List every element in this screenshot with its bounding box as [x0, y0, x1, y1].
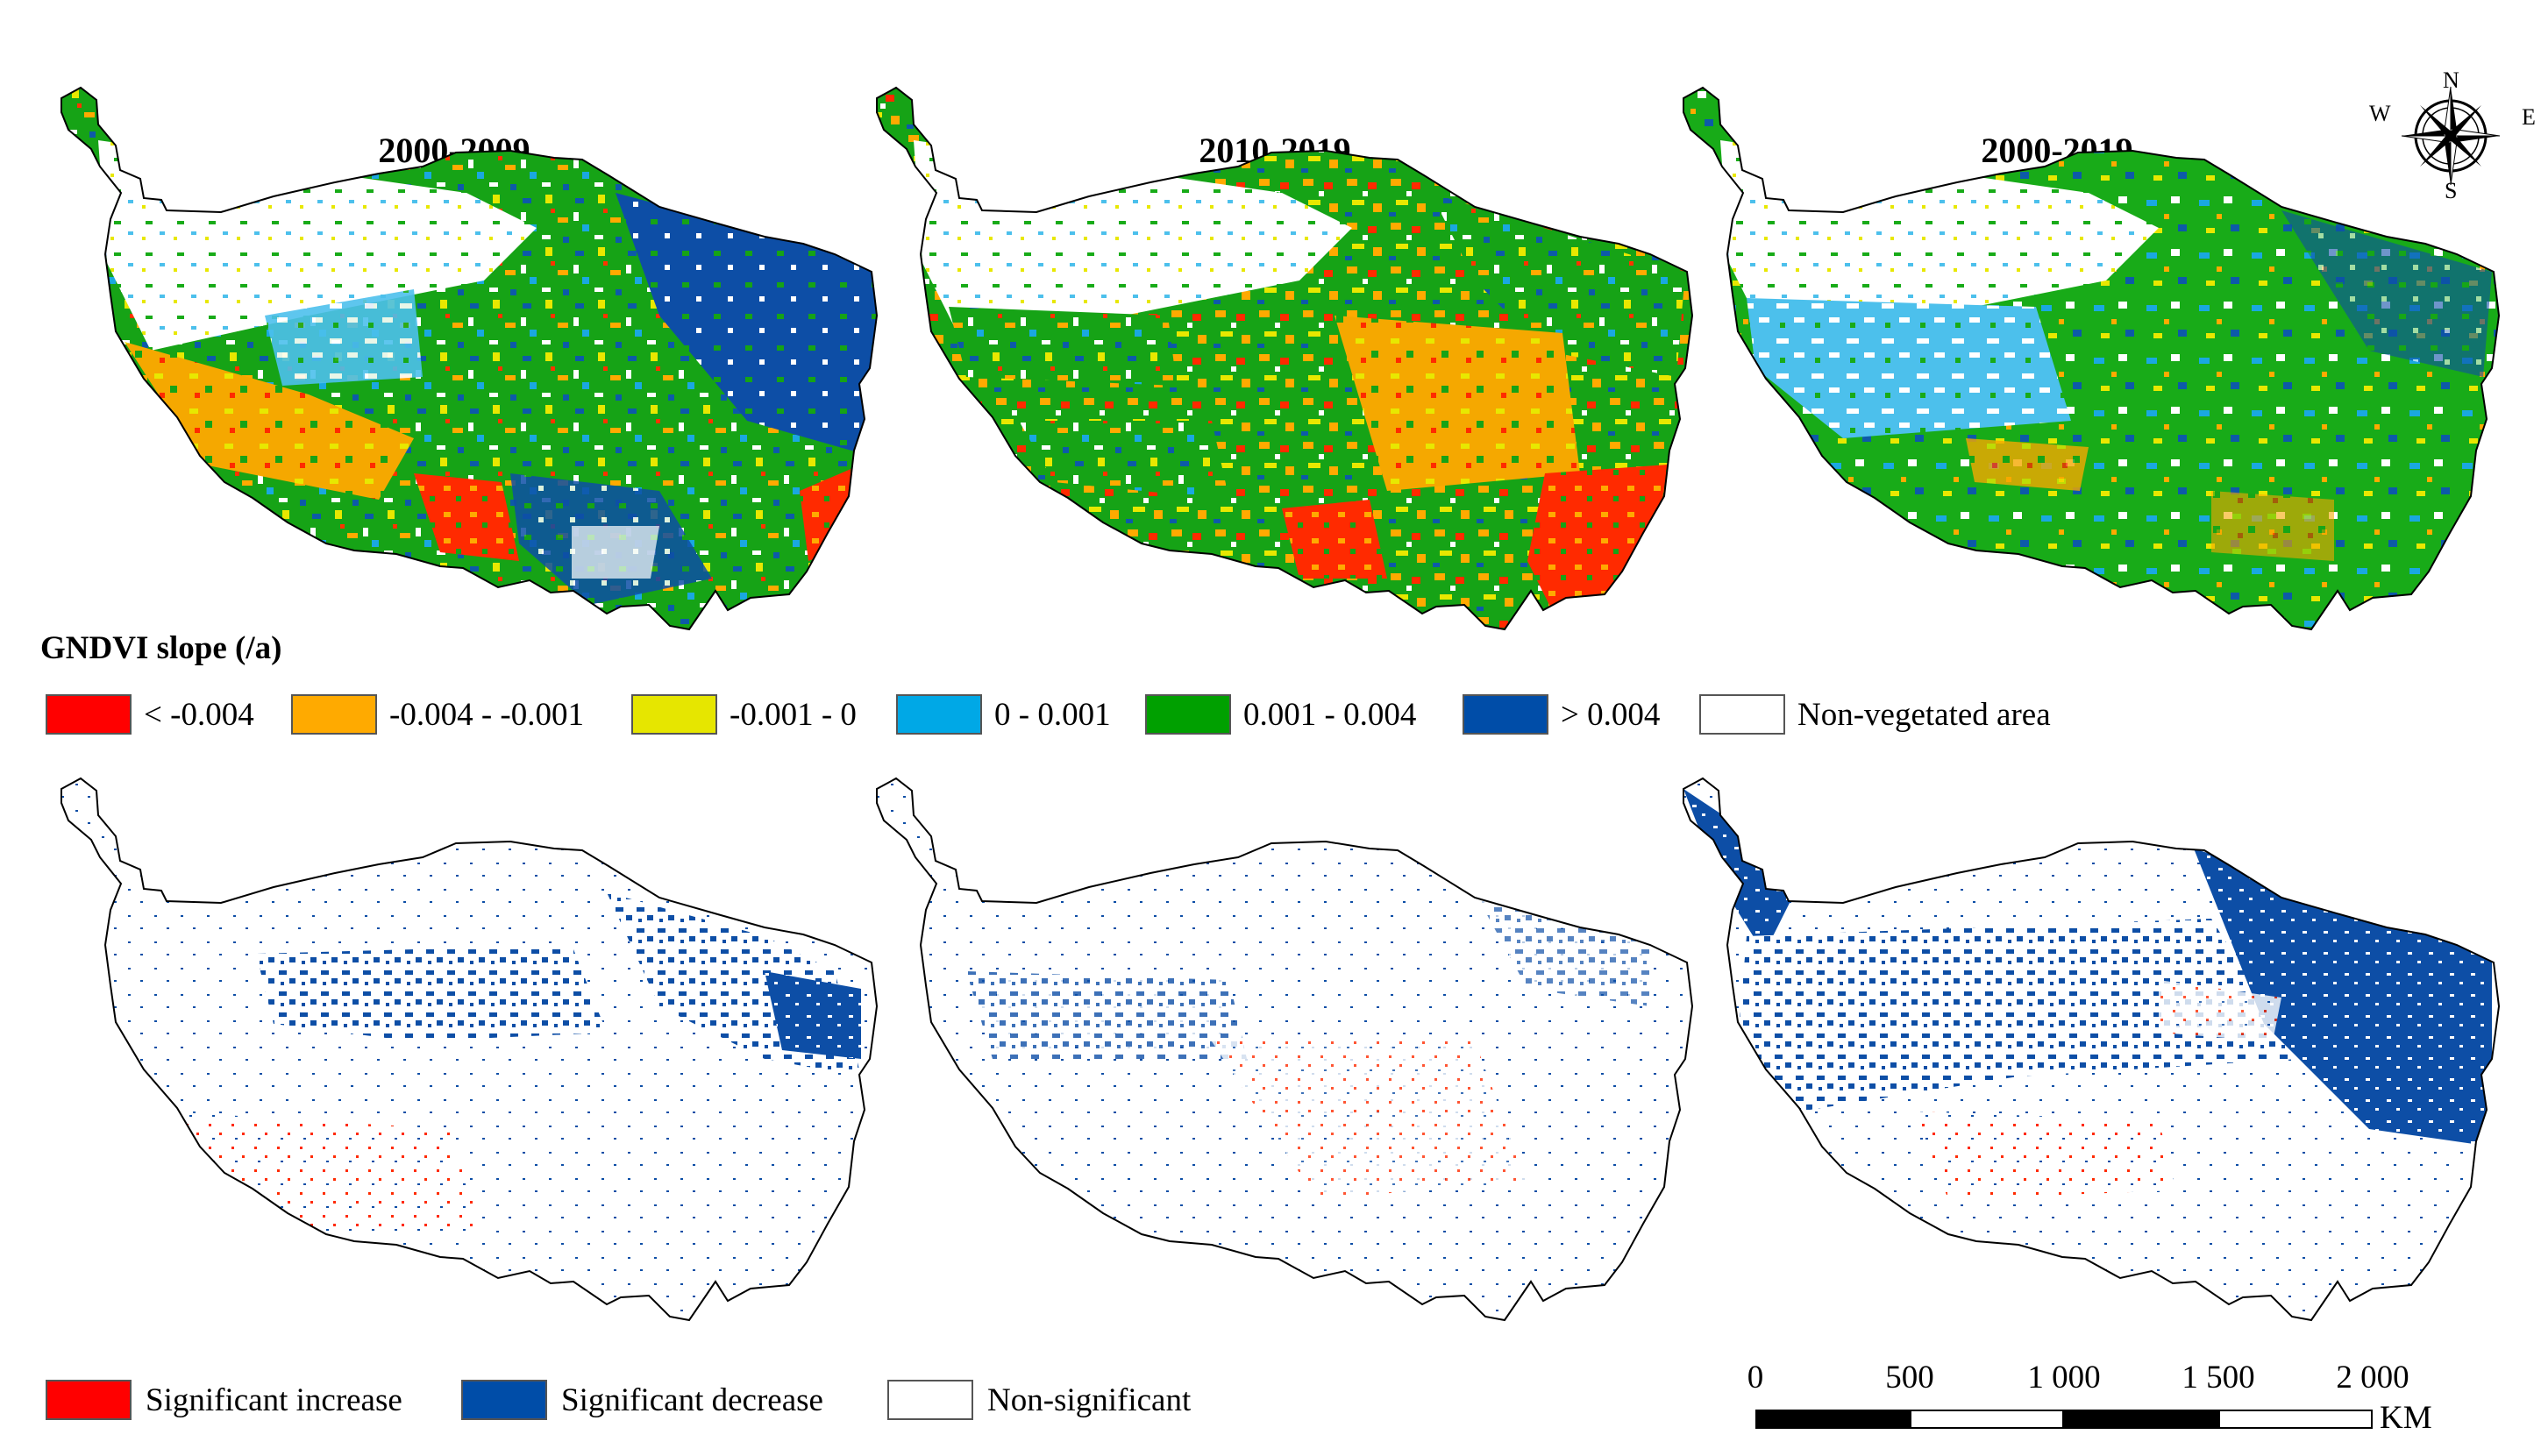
- legend-label: -0.001 - 0: [730, 696, 857, 733]
- significance-map-2000-2009: [60, 778, 878, 1321]
- legend-swatch: [1145, 694, 1231, 735]
- slope-legend-item: Non-vegetated area: [1699, 694, 2051, 735]
- slope-map-2000-2009: [60, 87, 878, 630]
- legend-label: < -0.004: [144, 696, 254, 733]
- legend-swatch: [896, 694, 982, 735]
- significance-legend-item: Significant decrease: [461, 1380, 823, 1420]
- scale-segment: [1755, 1410, 1910, 1429]
- slope-map-2000-2019: [1683, 87, 2500, 630]
- legend-swatch: [46, 694, 132, 735]
- scale-label: 0: [1747, 1360, 1764, 1396]
- significance-legend-item: Significant increase: [46, 1380, 402, 1420]
- legend-swatch: [291, 694, 377, 735]
- legend-swatch: [1699, 694, 1785, 735]
- significance-map-2010-2019: [876, 778, 1693, 1321]
- slope-legend-item: < -0.004: [46, 694, 254, 735]
- slope-legend-title: GNDVI slope (/a): [40, 630, 282, 666]
- legend-swatch: [631, 694, 717, 735]
- scale-label: 1 500: [2182, 1360, 2255, 1396]
- legend-label: Significant decrease: [561, 1381, 823, 1418]
- legend-label: Significant increase: [146, 1381, 402, 1418]
- legend-swatch: [887, 1380, 973, 1420]
- scale-label: 2 000: [2336, 1360, 2409, 1396]
- legend-label: 0.001 - 0.004: [1243, 696, 1417, 733]
- scale-label: 1 000: [2027, 1360, 2101, 1396]
- legend-label: Non-vegetated area: [1797, 696, 2051, 733]
- scale-segment: [1910, 1410, 2064, 1429]
- slope-legend-item: -0.001 - 0: [631, 694, 857, 735]
- scale-segment: [2064, 1410, 2218, 1429]
- slope-map-2010-2019: [876, 87, 1693, 630]
- slope-legend-item: 0 - 0.001: [896, 694, 1111, 735]
- slope-legend-item: -0.004 - -0.001: [291, 694, 584, 735]
- compass-w: W: [2369, 101, 2391, 126]
- compass-e: E: [2522, 104, 2536, 130]
- scale-bar: 0 500 1 000 1 500 2 000 KM: [1745, 1359, 2499, 1446]
- significance-legend-item: Non-significant: [887, 1380, 1191, 1420]
- compass-s: S: [2445, 178, 2458, 203]
- legend-label: > 0.004: [1561, 696, 1661, 733]
- legend-swatch: [46, 1380, 132, 1420]
- legend-label: -0.004 - -0.001: [389, 696, 584, 733]
- scale-segment: [2218, 1410, 2373, 1429]
- legend-swatch: [461, 1380, 547, 1420]
- slope-legend-item: > 0.004: [1463, 694, 1660, 735]
- legend-label: Non-significant: [987, 1381, 1192, 1418]
- scale-unit: KM: [2380, 1400, 2432, 1436]
- legend-swatch: [1463, 694, 1548, 735]
- scale-label: 500: [1885, 1360, 1934, 1396]
- north-arrow: N S W E: [2367, 67, 2536, 203]
- legend-label: 0 - 0.001: [994, 696, 1111, 733]
- slope-legend-item: 0.001 - 0.004: [1145, 694, 1416, 735]
- significance-map-2000-2019: [1683, 778, 2500, 1321]
- compass-rose-icon: [2401, 86, 2501, 186]
- compass-n: N: [2443, 67, 2459, 93]
